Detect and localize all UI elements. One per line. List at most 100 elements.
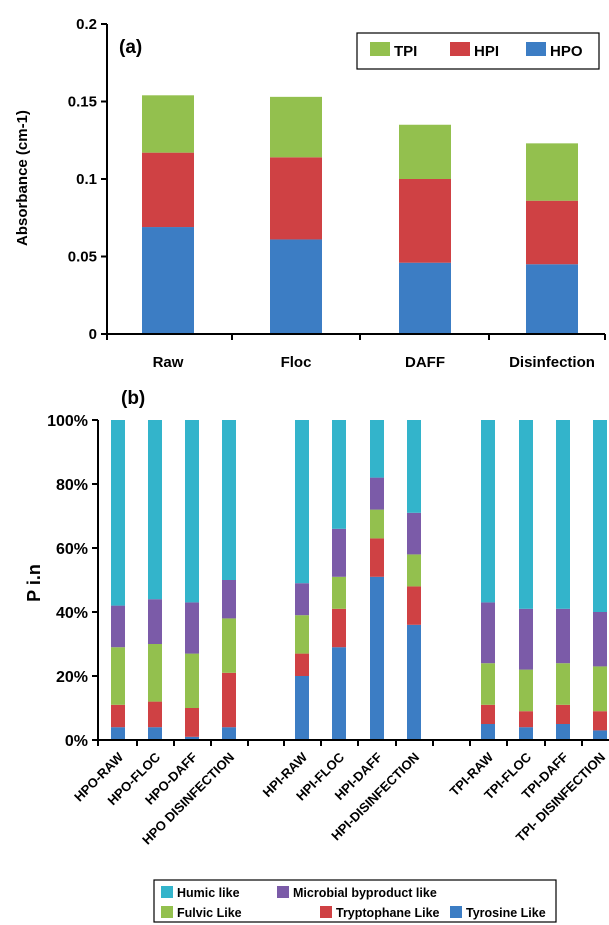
bar-b-humic-like-hpo-floc bbox=[148, 420, 162, 600]
legend-b-swatch-tyrosine-like bbox=[450, 906, 462, 918]
y-tick-a-0: 0 bbox=[89, 326, 97, 343]
bar-b-fulvic-like-hpo-disinfection bbox=[222, 618, 236, 673]
bar-b-humic-like-hpi-daff bbox=[370, 420, 384, 478]
y-tick-a-4: 0.2 bbox=[76, 16, 97, 33]
bar-a-tpi-raw bbox=[142, 95, 194, 153]
bar-b-fulvic-like-hpi-disinfection bbox=[407, 554, 421, 587]
panel-b-label: (b) bbox=[121, 388, 145, 409]
x-tick-a-floc: Floc bbox=[281, 354, 312, 371]
legend-a-label-tpi: TPI bbox=[394, 43, 417, 60]
y-tick-b-2: 40% bbox=[56, 605, 88, 622]
bar-b-fulvic-like-tpi-daff bbox=[556, 663, 570, 705]
bar-b-tryptophane-like-tpi-disinfection bbox=[593, 711, 607, 731]
y-tick-a-3: 0.15 bbox=[68, 94, 97, 111]
legend-a-label-hpi: HPI bbox=[474, 43, 499, 60]
chart-b-ylabel: P i.n bbox=[24, 564, 44, 602]
chart-a-ylabel: Absorbance (cm-1) bbox=[14, 110, 31, 246]
bar-b-tryptophane-like-tpi-floc bbox=[519, 711, 533, 728]
y-tick-b-1: 20% bbox=[56, 669, 88, 686]
bar-b-tryptophane-like-hpo-raw bbox=[111, 704, 125, 728]
bar-b-tryptophane-like-hpo-disinfection bbox=[222, 672, 236, 728]
legend-b-label-fulvic-like: Fulvic Like bbox=[177, 906, 242, 920]
chart-a-axes: Raw Floc DAFF Disinfection 0 0.05 0.1 0.15 0.2 bbox=[68, 16, 606, 371]
bar-a-hpo-raw bbox=[142, 227, 194, 334]
chart-b-legend: Humic like Microbial byproduct like Fulvic… bbox=[153, 879, 557, 923]
y-tick-a-2: 0.1 bbox=[76, 171, 97, 188]
y-tick-b-0: 0% bbox=[65, 733, 88, 750]
bar-b-tryptophane-like-hpi-disinfection bbox=[407, 586, 421, 625]
bar-b-microbial-byproduct-like-hpo-raw bbox=[111, 605, 125, 648]
y-tick-b-4: 80% bbox=[56, 477, 88, 494]
bar-a-hpi-raw bbox=[142, 152, 194, 228]
legend-b-box bbox=[153, 879, 557, 923]
bar-b-tyrosine-like-hpi-disinfection bbox=[407, 624, 421, 740]
bar-b-humic-like-tpi-daff bbox=[556, 420, 570, 609]
bar-b-humic-like-tpi-raw bbox=[481, 420, 495, 603]
x-tick-a-daff: DAFF bbox=[405, 354, 445, 371]
bar-b-microbial-byproduct-like-hpi-disinfection bbox=[407, 512, 421, 555]
bar-b-fulvic-like-hpo-daff bbox=[185, 653, 199, 708]
y-tick-b-3: 60% bbox=[56, 541, 88, 558]
bar-b-fulvic-like-tpi-disinfection bbox=[593, 666, 607, 712]
bar-b-humic-like-hpi-floc bbox=[332, 420, 346, 529]
bar-b-microbial-byproduct-like-hpi-daff bbox=[370, 477, 384, 510]
legend-a-swatch-hpo bbox=[526, 42, 546, 56]
legend-b-label-humic-like: Humic like bbox=[177, 886, 240, 900]
bar-b-humic-like-tpi-floc bbox=[519, 420, 533, 609]
legend-b-swatch-humic-like bbox=[161, 886, 173, 898]
legend-b-swatch-tryptophane-like bbox=[320, 906, 332, 918]
legend-a-label-hpo: HPO bbox=[550, 43, 583, 60]
bar-a-hpo-disinfection bbox=[526, 264, 578, 334]
bar-b-tyrosine-like-hpo-raw bbox=[111, 727, 125, 740]
bar-a-hpo-daff bbox=[399, 262, 451, 334]
bar-b-microbial-byproduct-like-hpo-floc bbox=[148, 599, 162, 644]
legend-a-box bbox=[356, 32, 600, 70]
bar-b-microbial-byproduct-like-hpo-disinfection bbox=[222, 580, 236, 619]
bar-b-tyrosine-like-hpo-daff bbox=[185, 736, 199, 740]
bar-b-tyrosine-like-hpo-disinfection bbox=[222, 727, 236, 740]
bar-b-microbial-byproduct-like-tpi-disinfection bbox=[593, 612, 607, 667]
bar-b-microbial-byproduct-like-tpi-floc bbox=[519, 608, 533, 670]
bar-a-hpi-disinfection bbox=[526, 200, 578, 265]
bar-b-tryptophane-like-hpi-daff bbox=[370, 538, 384, 577]
bar-b-tyrosine-like-hpi-daff bbox=[370, 576, 384, 740]
legend-b-label-microbial-byproduct-like: Microbial byproduct like bbox=[293, 886, 437, 900]
bar-b-tryptophane-like-hpo-floc bbox=[148, 701, 162, 728]
bar-a-tpi-daff bbox=[399, 124, 451, 179]
x-tick-a-disinfection: Disinfection bbox=[509, 354, 595, 371]
bar-b-humic-like-hpo-raw bbox=[111, 420, 125, 606]
bar-b-tyrosine-like-tpi-disinfection bbox=[593, 730, 607, 740]
legend-b-label-tyrosine-like: Tyrosine Like bbox=[466, 906, 546, 920]
bar-b-microbial-byproduct-like-tpi-daff bbox=[556, 608, 570, 664]
bar-b-microbial-byproduct-like-hpo-daff bbox=[185, 602, 199, 654]
legend-a-swatch-hpi bbox=[450, 42, 470, 56]
chart-a: (a) Absorbance (cm-1) Raw Floc DAFF Disinfe… bbox=[14, 16, 606, 371]
y-tick-a-1: 0.05 bbox=[68, 249, 97, 266]
bar-b-humic-like-tpi-disinfection bbox=[593, 420, 607, 612]
bar-b-microbial-byproduct-like-tpi-raw bbox=[481, 602, 495, 664]
bar-a-hpi-daff bbox=[399, 179, 451, 263]
bar-b-tyrosine-like-hpi-raw bbox=[295, 676, 309, 740]
bar-b-tryptophane-like-hpi-raw bbox=[295, 653, 309, 676]
chart-b-bars bbox=[111, 420, 607, 740]
bar-b-fulvic-like-hpi-daff bbox=[370, 509, 384, 539]
chart-a-bars bbox=[142, 95, 578, 334]
bar-b-fulvic-like-hpi-floc bbox=[332, 576, 346, 609]
bar-b-humic-like-hpi-disinfection bbox=[407, 420, 421, 513]
bar-b-tryptophane-like-hpo-daff bbox=[185, 708, 199, 737]
bar-b-tyrosine-like-hpi-floc bbox=[332, 647, 346, 740]
bar-a-tpi-disinfection bbox=[526, 143, 578, 201]
bar-b-fulvic-like-hpo-raw bbox=[111, 647, 125, 705]
bar-b-tyrosine-like-tpi-raw bbox=[481, 724, 495, 740]
bar-b-tyrosine-like-hpo-floc bbox=[148, 727, 162, 740]
bar-a-hpi-floc bbox=[270, 157, 322, 240]
bar-b-microbial-byproduct-like-hpi-raw bbox=[295, 583, 309, 616]
bar-b-fulvic-like-tpi-floc bbox=[519, 669, 533, 712]
chart-a-legend: TPI HPI HPO bbox=[356, 32, 600, 70]
bar-a-tpi-floc bbox=[270, 96, 322, 158]
bar-b-fulvic-like-hpi-raw bbox=[295, 615, 309, 654]
bar-b-tyrosine-like-tpi-daff bbox=[556, 724, 570, 740]
legend-a-swatch-tpi bbox=[370, 42, 390, 56]
y-tick-b-5: 100% bbox=[47, 413, 88, 430]
